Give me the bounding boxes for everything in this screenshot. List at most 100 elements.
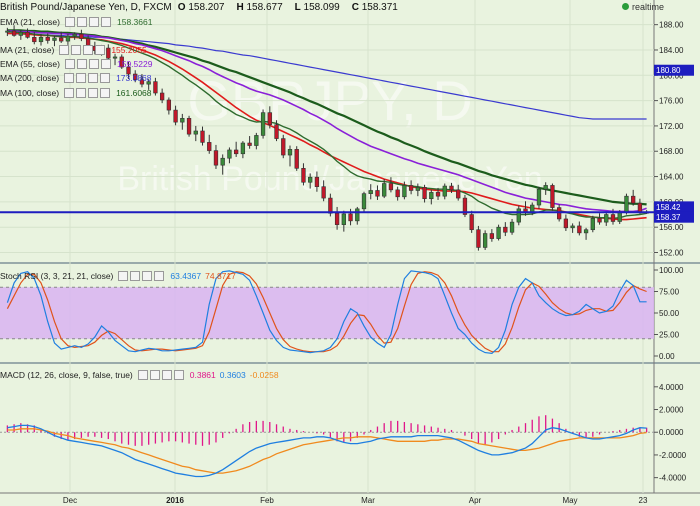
candle-body xyxy=(590,218,595,231)
more-icon[interactable] xyxy=(100,72,111,83)
legend-ma100[interactable]: MA (100, close) 161.6068 xyxy=(0,87,152,98)
price-badge xyxy=(654,201,694,213)
more-icon[interactable] xyxy=(95,44,106,55)
settings-icon[interactable] xyxy=(130,270,141,281)
legend-ma21[interactable]: MA (21, close) 155.2055 xyxy=(0,44,147,55)
candle-body xyxy=(361,193,367,210)
candle-body xyxy=(637,202,643,213)
close-icon[interactable] xyxy=(83,44,94,55)
low-value: 158.099 xyxy=(303,1,340,13)
candle-body xyxy=(153,81,158,94)
more-icon[interactable] xyxy=(154,270,165,281)
candle-body xyxy=(281,138,286,156)
legend-ema55[interactable]: EMA (55, close) 159.5229 xyxy=(0,58,153,69)
eye-icon[interactable] xyxy=(118,270,129,281)
more-icon[interactable] xyxy=(101,16,111,27)
settings-icon[interactable] xyxy=(149,369,160,380)
price-badge xyxy=(654,64,694,76)
candle-body xyxy=(341,213,346,225)
candle-body xyxy=(449,185,454,191)
close-icon[interactable] xyxy=(89,58,99,69)
settings-icon[interactable] xyxy=(71,44,82,55)
time-axis-bg xyxy=(0,493,700,506)
price-badge-label: 158.37 xyxy=(656,213,681,222)
candle-body xyxy=(604,214,609,223)
legend-ma200[interactable]: MA (200, close) 173.0868 xyxy=(0,72,152,83)
price-badge xyxy=(654,211,694,223)
macd-line xyxy=(7,424,647,478)
price-tick-label: 156.00 xyxy=(659,223,684,232)
candle-body xyxy=(25,31,30,38)
candle-body xyxy=(617,211,622,222)
candle-body xyxy=(469,214,474,231)
candle-body xyxy=(328,197,333,214)
candle-body xyxy=(368,190,373,194)
candle-body xyxy=(509,221,515,233)
price-badge-label: 158.42 xyxy=(656,203,681,212)
candle-body xyxy=(294,149,299,169)
eye-icon[interactable] xyxy=(64,87,75,98)
candle-body xyxy=(348,213,353,222)
legend-stoch-rsi[interactable]: Stoch RSI (3, 3, 21, 21, close) 63.4367 … xyxy=(0,270,236,281)
candle-body xyxy=(18,31,23,36)
candle-body xyxy=(624,195,629,213)
more-icon[interactable] xyxy=(101,58,111,69)
price-tick-label: 176.00 xyxy=(659,97,684,106)
macd-tick-label: 2.0000 xyxy=(659,406,684,415)
ma21-line xyxy=(7,32,647,221)
settings-icon[interactable] xyxy=(77,16,87,27)
candle-body xyxy=(260,112,266,136)
eye-icon[interactable] xyxy=(64,72,75,83)
candle-body xyxy=(456,189,461,199)
candle-body xyxy=(402,185,407,198)
candle-body xyxy=(193,130,198,135)
candle-body xyxy=(482,233,488,248)
candle-body xyxy=(166,99,172,111)
stoch-d-line xyxy=(6,271,647,353)
price-tick-label: 184.00 xyxy=(659,46,684,55)
candle-body xyxy=(415,187,420,191)
eye-icon[interactable] xyxy=(59,44,70,55)
candle-body xyxy=(267,112,272,125)
more-icon[interactable] xyxy=(173,369,184,380)
close-icon[interactable] xyxy=(89,16,99,27)
candle-body xyxy=(557,207,562,220)
settings-icon[interactable] xyxy=(76,87,87,98)
chart-header: British Pound/Japanese Yen, D, FXCM O 15… xyxy=(0,1,398,13)
time-tick-label: Dec xyxy=(63,496,77,505)
eye-icon[interactable] xyxy=(65,58,75,69)
settings-icon[interactable] xyxy=(76,72,87,83)
candle-body xyxy=(610,214,616,222)
close-icon[interactable] xyxy=(88,72,99,83)
close-icon[interactable] xyxy=(142,270,153,281)
candle-body xyxy=(583,229,589,234)
candle-body xyxy=(563,218,569,229)
eye-icon[interactable] xyxy=(137,369,148,380)
close-icon[interactable] xyxy=(161,369,172,380)
candle-body xyxy=(240,142,246,155)
close-icon[interactable] xyxy=(88,87,99,98)
candle-body xyxy=(301,168,306,183)
price-tick-label: 168.00 xyxy=(659,147,684,156)
candle-body xyxy=(287,149,293,156)
candle-body xyxy=(11,30,17,36)
open-value: 158.207 xyxy=(188,1,225,13)
candle-body xyxy=(139,79,145,85)
legend-macd[interactable]: MACD (12, 26, close, 9, false, true) 0.3… xyxy=(0,369,279,380)
time-tick-label: 23 xyxy=(639,496,648,505)
more-icon[interactable] xyxy=(100,87,111,98)
pane-separator xyxy=(0,262,700,264)
pane-separator xyxy=(0,362,700,364)
candle-body xyxy=(462,197,468,215)
candle-body xyxy=(234,149,239,155)
legend-ema21[interactable]: EMA (21, close) 158.3661 xyxy=(0,16,153,27)
macd-signal-line xyxy=(7,428,647,474)
candle-body xyxy=(72,33,77,37)
candle-body xyxy=(503,226,508,233)
eye-icon[interactable] xyxy=(65,16,75,27)
stoch-band xyxy=(0,287,654,339)
candle-body xyxy=(577,225,582,234)
candle-body xyxy=(220,157,225,166)
settings-icon[interactable] xyxy=(77,58,87,69)
